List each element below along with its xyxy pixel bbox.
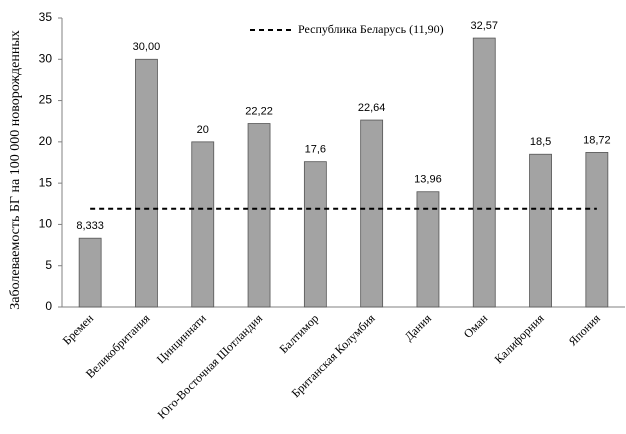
x-tick-label: Оман — [461, 311, 491, 341]
bar — [585, 152, 609, 308]
y-axis-title: Заболеваемость БГ на 100 000 новорожденн… — [8, 30, 23, 310]
x-tick-label: Цинциннати — [154, 311, 209, 366]
value-label: 18,5 — [530, 136, 551, 148]
value-label: 22,22 — [245, 105, 273, 117]
bar — [78, 237, 102, 308]
y-tick-label: 0 — [45, 299, 52, 313]
x-tick-label: Балтимор — [276, 311, 321, 356]
y-tick-label: 30 — [39, 51, 53, 65]
bar — [416, 191, 440, 308]
y-tick-label: 5 — [45, 258, 52, 272]
y-tick-label: 15 — [39, 175, 53, 189]
bar — [135, 58, 158, 308]
x-tick-label: Япония — [566, 311, 604, 349]
y-tick-label: 10 — [39, 217, 53, 231]
value-label: 8,333 — [76, 220, 104, 232]
y-tick-label: 20 — [39, 134, 53, 148]
bar — [472, 37, 496, 308]
value-label: 18,72 — [583, 134, 611, 146]
value-label: 13,96 — [414, 174, 442, 186]
value-label: 32,57 — [470, 20, 498, 32]
y-tick-label: 25 — [39, 93, 53, 107]
bar — [529, 153, 552, 308]
y-tick-label: 35 — [39, 10, 53, 24]
value-label: 17,6 — [305, 144, 326, 156]
x-tick-label: Бремен — [60, 311, 97, 348]
value-label: 20 — [197, 124, 209, 136]
bar — [247, 123, 271, 308]
bar — [360, 119, 384, 308]
x-tick-label: Юго-Восточная Шотландия — [155, 311, 266, 422]
x-tick-label: Калифорния — [492, 311, 547, 366]
x-tick-label: Дания — [402, 311, 435, 344]
value-label: 22,64 — [358, 102, 386, 114]
bar — [303, 161, 327, 308]
legend-label: Республика Беларусь (11,90) — [298, 22, 444, 36]
value-label: 30,00 — [133, 41, 161, 53]
bar — [191, 141, 215, 308]
